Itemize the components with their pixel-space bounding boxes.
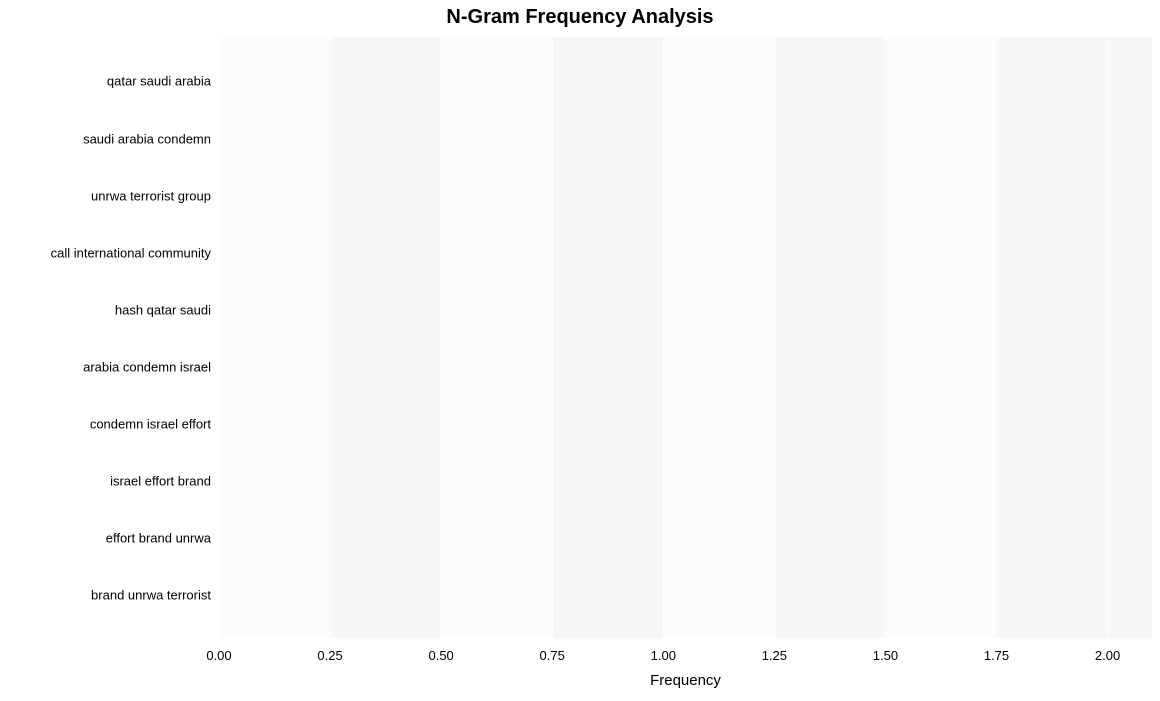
- y-tick-label: effort brand unrwa: [106, 531, 219, 546]
- y-tick-label: arabia condemn israel: [83, 359, 219, 374]
- grid-band: [441, 37, 552, 638]
- y-tick-label: saudi arabia condemn: [83, 131, 219, 146]
- grid-band: [885, 37, 996, 638]
- y-tick-label: condemn israel effort: [90, 417, 219, 432]
- grid-band: [219, 37, 330, 638]
- chart-title: N-Gram Frequency Analysis: [0, 6, 1160, 29]
- y-tick-label: unrwa terrorist group: [91, 188, 219, 203]
- gridline: [663, 37, 664, 638]
- ngram-chart: N-Gram Frequency Analysis 0.000.250.500.…: [0, 0, 1160, 701]
- gridline: [774, 37, 775, 638]
- gridline: [1108, 37, 1109, 638]
- y-tick-label: israel effort brand: [110, 474, 219, 489]
- y-tick-label: qatar saudi arabia: [107, 74, 219, 89]
- gridline: [330, 37, 331, 638]
- plot-area: 0.000.250.500.751.001.251.501.752.00qata…: [219, 37, 1152, 638]
- gridline: [997, 37, 998, 638]
- y-tick-label: brand unrwa terrorist: [91, 588, 219, 603]
- y-tick-label: hash qatar saudi: [115, 302, 219, 317]
- gridline: [885, 37, 886, 638]
- y-tick-label: call international community: [51, 245, 219, 260]
- gridline: [552, 37, 553, 638]
- gridline: [441, 37, 442, 638]
- gridline: [219, 37, 220, 638]
- grid-band: [663, 37, 774, 638]
- x-axis-label: Frequency: [219, 638, 1152, 689]
